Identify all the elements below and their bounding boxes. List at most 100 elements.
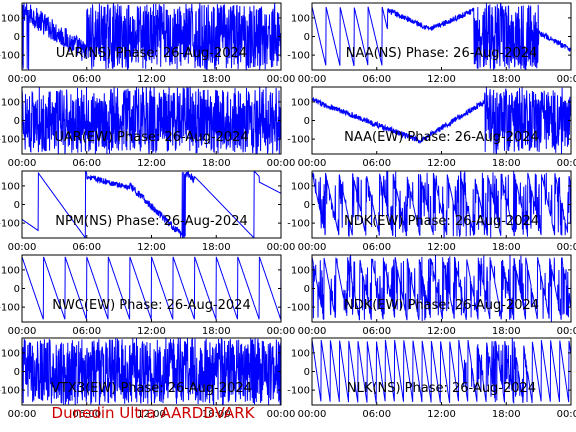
y-tick-label: 100 <box>291 181 310 192</box>
y-tick-label: -100 <box>287 219 310 230</box>
x-tick-label: 12:00 <box>427 74 456 85</box>
y-tick-label: 100 <box>1 348 20 359</box>
panel-title: NWC(EW) Phase: 26-Aug-2024 <box>52 298 250 313</box>
x-tick-label: 12:00 <box>137 74 166 85</box>
panel-1: 100 0 -100 00:00 06:00 12:00 18:00 00:00 UAR(NS)… <box>0 2 296 85</box>
x-tick-label: 18:00 <box>492 74 521 85</box>
x-tick-label: 06:00 <box>362 326 391 337</box>
x-tick-label: 00:00 <box>8 326 37 337</box>
y-tick-label: 0 <box>304 367 310 378</box>
panel-4: 100 0 -100 00:00 06:00 12:00 18:00 00:00 NAA(EW)… <box>287 86 576 169</box>
panel-title: UAR(NS) Phase: 26-Aug-2024 <box>56 46 247 61</box>
y-tick-label: -100 <box>0 51 20 62</box>
x-tick-label: 18:00 <box>492 326 521 337</box>
x-tick-label: 00:00 <box>267 326 296 337</box>
y-tick-label: -100 <box>0 386 20 397</box>
panel-title: NDK(EW) Phase: 26-Aug-2024 <box>344 298 539 313</box>
x-tick-label: 06:00 <box>72 409 101 420</box>
x-tick-label: 18:00 <box>492 409 521 420</box>
panel-title: NLK(NS) Phase: 26-Aug-2024 <box>347 381 536 396</box>
x-tick-label: 00:00 <box>298 74 327 85</box>
x-tick-label: 12:00 <box>137 242 166 253</box>
y-tick-label: 100 <box>1 265 20 276</box>
series-line <box>312 255 571 322</box>
series-line <box>22 171 281 238</box>
x-tick-label: 12:00 <box>427 409 456 420</box>
series-line <box>22 256 281 320</box>
x-tick-label: 00:00 <box>557 158 576 169</box>
x-tick-label: 18:00 <box>202 409 231 420</box>
y-tick-label: 0 <box>304 32 310 43</box>
y-tick-label: 0 <box>304 200 310 211</box>
y-tick-label: -100 <box>287 303 310 314</box>
series-line <box>22 3 281 70</box>
y-tick-label: 100 <box>291 265 310 276</box>
x-tick-label: 06:00 <box>72 242 101 253</box>
y-tick-label: 100 <box>1 97 20 108</box>
x-tick-label: 06:00 <box>362 409 391 420</box>
x-tick-label: 00:00 <box>267 74 296 85</box>
x-tick-label: 00:00 <box>557 409 576 420</box>
x-tick-label: 00:00 <box>267 158 296 169</box>
x-tick-label: 00:00 <box>298 158 327 169</box>
x-tick-label: 18:00 <box>202 326 231 337</box>
panel-title: NPM(NS) Phase: 26-Aug-2024 <box>55 214 247 229</box>
y-tick-label: 100 <box>291 13 310 24</box>
panel-7: 100 0 -100 00:00 06:00 12:00 18:00 00:00 NWC(EW)… <box>0 254 296 337</box>
panel-title: NDK(EW) Phase: 26-Aug-2024 <box>344 214 539 229</box>
series-line <box>312 171 571 238</box>
y-tick-label: 0 <box>14 284 20 295</box>
x-tick-label: 00:00 <box>557 74 576 85</box>
x-tick-label: 12:00 <box>427 242 456 253</box>
panel-title: UAR(EW) Phase: 26-Aug-2024 <box>54 130 248 145</box>
panel-3: 100 0 -100 00:00 06:00 12:00 18:00 00:00 UAR(EW)… <box>0 86 296 169</box>
panel-5: 100 0 -100 00:00 06:00 12:00 18:00 00:00 NPM(NS)… <box>0 170 296 253</box>
panel-title: NAA(NS) Phase: 26-Aug-2024 <box>346 46 538 61</box>
x-tick-label: 00:00 <box>298 409 327 420</box>
x-tick-label: 18:00 <box>202 74 231 85</box>
x-tick-label: 06:00 <box>362 242 391 253</box>
panel-title: VTX3(EW) Phase: 26-Aug-2024 <box>51 381 252 396</box>
x-tick-label: 00:00 <box>8 409 37 420</box>
x-tick-label: 18:00 <box>202 158 231 169</box>
y-tick-label: 0 <box>304 284 310 295</box>
y-tick-label: -100 <box>287 51 310 62</box>
y-tick-label: 0 <box>14 116 20 127</box>
footer-label: Dunedin Ultra AARDDVARK <box>51 404 255 422</box>
x-tick-label: 00:00 <box>298 326 327 337</box>
series-line <box>312 87 571 154</box>
y-tick-label: 0 <box>14 32 20 43</box>
x-tick-label: 00:00 <box>267 409 296 420</box>
panel-10: 100 0 -100 00:00 06:00 12:00 18:00 00:00 NLK(NS)… <box>287 337 576 420</box>
y-tick-label: 100 <box>291 348 310 359</box>
series-line <box>312 338 571 405</box>
x-tick-label: 12:00 <box>137 158 166 169</box>
x-tick-label: 00:00 <box>557 326 576 337</box>
x-tick-label: 06:00 <box>72 326 101 337</box>
y-tick-label: 100 <box>1 13 20 24</box>
x-tick-label: 18:00 <box>492 158 521 169</box>
y-tick-label: 100 <box>291 97 310 108</box>
y-tick-label: -100 <box>287 135 310 146</box>
x-tick-label: 00:00 <box>267 242 296 253</box>
x-tick-label: 12:00 <box>427 158 456 169</box>
y-tick-label: 0 <box>304 116 310 127</box>
panel-6: 100 0 -100 00:00 06:00 12:00 18:00 00:00 NDK(EW)… <box>287 170 576 253</box>
x-tick-label: 06:00 <box>362 74 391 85</box>
y-tick-label: -100 <box>0 135 20 146</box>
x-tick-label: 00:00 <box>8 242 37 253</box>
x-tick-label: 12:00 <box>137 326 166 337</box>
x-tick-label: 06:00 <box>362 158 391 169</box>
x-tick-label: 18:00 <box>202 242 231 253</box>
x-tick-label: 18:00 <box>492 242 521 253</box>
panel-title: NAA(EW) Phase: 26-Aug-2024 <box>344 130 539 145</box>
series-line <box>22 87 281 154</box>
series-line <box>312 3 571 70</box>
x-tick-label: 12:00 <box>427 326 456 337</box>
x-tick-label: 06:00 <box>72 74 101 85</box>
y-tick-label: 0 <box>14 367 20 378</box>
y-tick-label: -100 <box>287 386 310 397</box>
x-tick-label: 06:00 <box>72 158 101 169</box>
x-tick-label: 00:00 <box>557 242 576 253</box>
